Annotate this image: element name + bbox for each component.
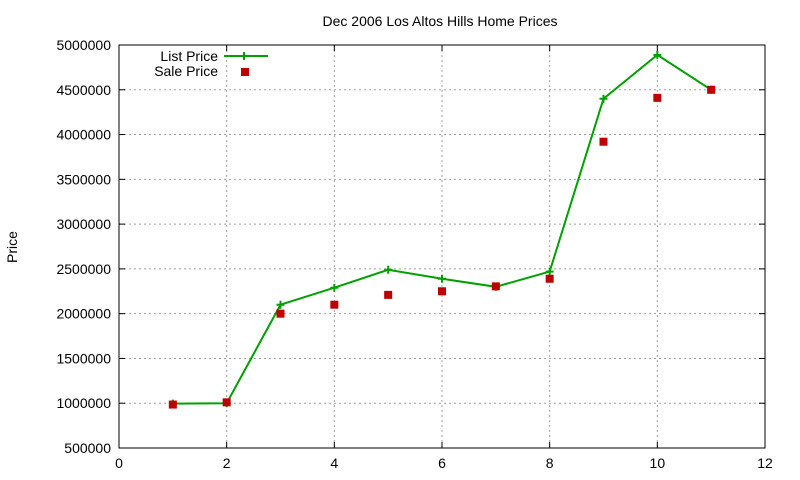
legend-label-sale-price: Sale Price [154,63,218,79]
x-tick-label: 0 [115,455,123,471]
y-tick-label: 1500000 [56,350,111,366]
axis-ticks: 0 2 4 6 8 10 12 500000 1000000 1500000 2000000 2500… [56,37,773,471]
legend-marker-sale-price [241,68,249,76]
x-tick-label: 8 [546,455,554,471]
sale-price-point [384,290,393,299]
x-tick-label: 12 [757,455,773,471]
series [168,50,716,409]
x-tick-label: 10 [650,455,666,471]
sale-price-point [491,282,500,291]
list-price-point [545,267,554,276]
sale-price-point [330,300,339,309]
y-tick-label: 4000000 [56,127,111,143]
y-tick-label: 4500000 [56,82,111,98]
sale-price-point [545,274,554,283]
y-tick-label: 3000000 [56,216,111,232]
x-tick-label: 4 [330,455,338,471]
x-tick-label: 6 [438,455,446,471]
list-price-point [599,94,608,103]
y-tick-label: 500000 [64,440,111,456]
sale-price-point [707,85,716,94]
list-price-point [330,283,339,292]
sale-price-point [438,287,446,296]
list-price-point [384,265,393,274]
sale-price-point [276,309,285,318]
y-tick-label: 5000000 [56,37,111,53]
sale-price-point [222,398,231,407]
y-axis-label: Price [4,231,20,263]
y-tick-label: 1000000 [56,395,111,411]
y-tick-label: 3500000 [56,171,111,187]
legend: List Price Sale Price [154,48,268,79]
list-price-point [653,50,662,59]
list-price-point [438,274,446,283]
y-tick-label: 2000000 [56,306,111,322]
y-tick-label: 2500000 [56,261,111,277]
chart-title: Dec 2006 Los Altos Hills Home Prices [323,13,558,29]
sale-price-point [168,400,177,409]
legend-marker-list-price [240,52,248,60]
sale-price-point [599,137,608,146]
sale-price-point [653,93,662,102]
grid [119,45,765,448]
x-tick-label: 2 [223,455,231,471]
legend-label-list-price: List Price [160,48,218,64]
list-price-point [276,300,285,309]
